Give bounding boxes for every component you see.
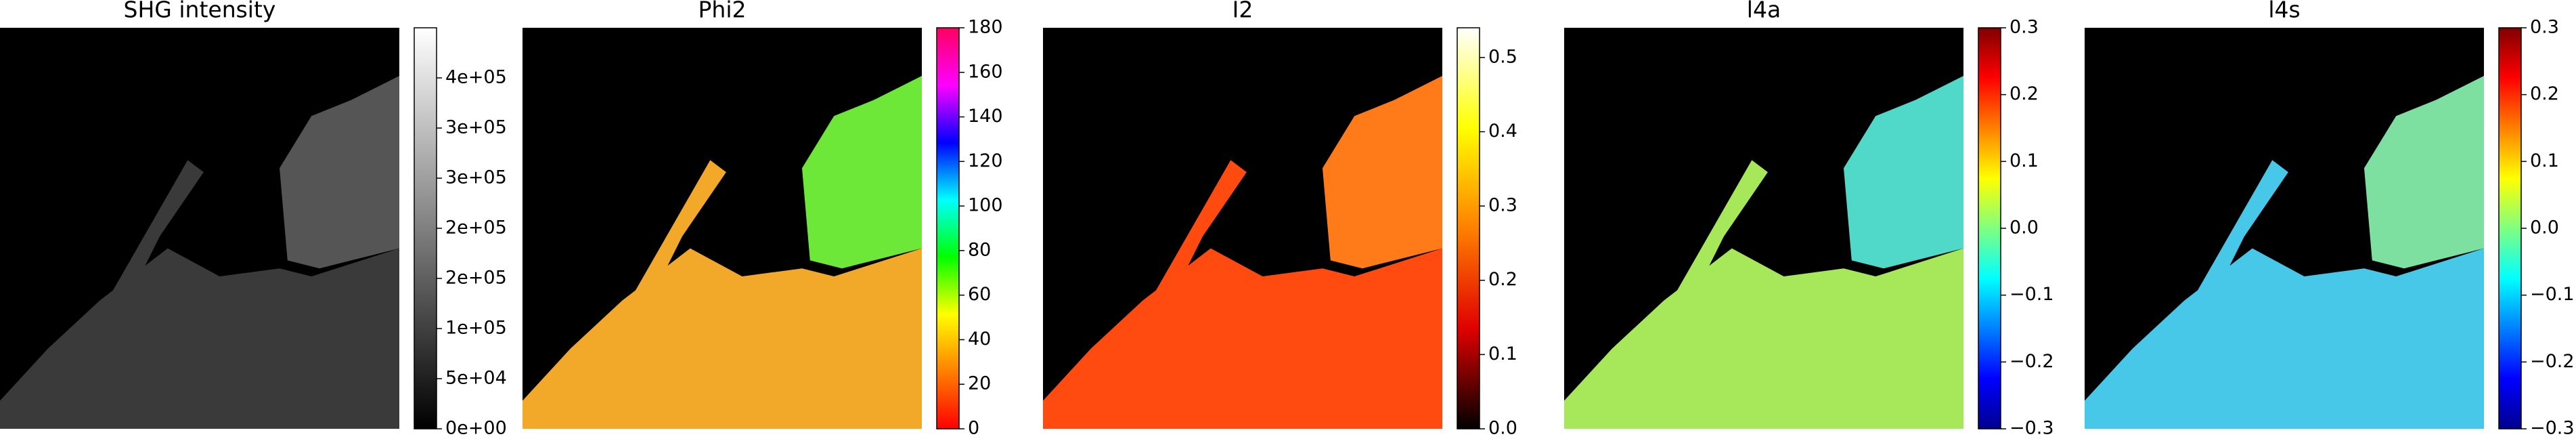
- colorbar-tick-label: 0.1: [2009, 150, 2039, 171]
- colorbar: [1978, 27, 2001, 429]
- colorbar-tick-label: 100: [968, 195, 1003, 216]
- colorbar-tick-label: 0.2: [2009, 83, 2039, 104]
- panel-title: Phi2: [698, 0, 747, 23]
- colorbar-tick-label: 2e+05: [445, 217, 507, 238]
- tissue-region: [1564, 248, 1963, 429]
- colorbar-tick-label: 160: [968, 61, 1003, 82]
- colorbar-tick-label: 0.3: [1488, 195, 1517, 216]
- tissue-region: [2364, 76, 2484, 269]
- colorbar-tick-label: 120: [968, 150, 1003, 171]
- colorbar-tick-label: 0.0: [1488, 418, 1517, 439]
- colorbar: [936, 27, 960, 429]
- tissue-region: [1651, 160, 1768, 341]
- colorbar-tick-label: 0.5: [1488, 46, 1517, 67]
- colorbar-tick-label: 0.0: [2530, 217, 2559, 238]
- colorbar-tick-label: 0.4: [1488, 121, 1517, 142]
- colorbar-tick-label: 0.3: [2530, 17, 2559, 38]
- tissue-region: [1323, 76, 1442, 269]
- panel-title: l4s: [2268, 0, 2300, 23]
- tissue-region: [0, 248, 399, 429]
- colorbar-tick-label: 0.2: [2530, 83, 2559, 104]
- colorbar-tick-label: 1e+05: [445, 318, 507, 339]
- colorbar: [414, 27, 437, 429]
- colorbar: [2498, 27, 2522, 429]
- tissue-region: [1043, 248, 1442, 429]
- tissue-region: [610, 160, 726, 341]
- tissue-region: [523, 248, 922, 429]
- colorbar-tick-label: 20: [968, 373, 991, 394]
- colorbar-tick-label: 3e+05: [445, 167, 507, 188]
- tissue-region: [2172, 160, 2288, 341]
- panel-title: l4a: [1747, 0, 1781, 23]
- colorbar-tick-label: −0.1: [2530, 284, 2575, 305]
- colorbar-tick-label: 2e+05: [445, 268, 507, 289]
- tissue-region: [802, 76, 922, 269]
- tissue-region: [1130, 160, 1247, 341]
- colorbar-tick-label: 0e+00: [445, 418, 507, 439]
- colorbar-tick-label: 60: [968, 284, 991, 305]
- colorbar-tick-label: 0.2: [1488, 269, 1517, 290]
- colorbar-tick-label: 0.0: [2009, 217, 2039, 238]
- panel-title: I2: [1233, 0, 1253, 23]
- colorbar-tick-label: −0.3: [2530, 418, 2575, 439]
- colorbar-tick-label: −0.2: [2530, 351, 2575, 372]
- tissue-region: [87, 160, 204, 341]
- colorbar-tick-label: 0: [968, 418, 979, 439]
- colorbar-tick-label: 180: [968, 17, 1003, 38]
- colorbar-tick-label: −0.2: [2009, 351, 2054, 372]
- tissue-region: [1844, 76, 1963, 269]
- colorbar-tick-label: 40: [968, 329, 991, 350]
- colorbar-tick-label: 5e+04: [445, 368, 507, 389]
- colorbar-tick-label: 0.1: [1488, 343, 1517, 364]
- colorbar-tick-label: 3e+05: [445, 117, 507, 138]
- colorbar-tick-label: −0.1: [2009, 284, 2054, 305]
- colorbar-tick-label: 0.3: [2009, 17, 2039, 38]
- tissue-region: [2085, 248, 2484, 429]
- colorbar-tick-label: 0.1: [2530, 150, 2559, 171]
- tissue-region: [280, 76, 399, 269]
- panel-title: SHG intensity: [124, 0, 276, 23]
- colorbar-tick-label: −0.3: [2009, 418, 2054, 439]
- colorbar-tick-label: 4e+05: [445, 67, 507, 88]
- colorbar-tick-label: 140: [968, 106, 1003, 127]
- colorbar: [1457, 27, 1480, 429]
- colorbar-tick-label: 80: [968, 239, 991, 260]
